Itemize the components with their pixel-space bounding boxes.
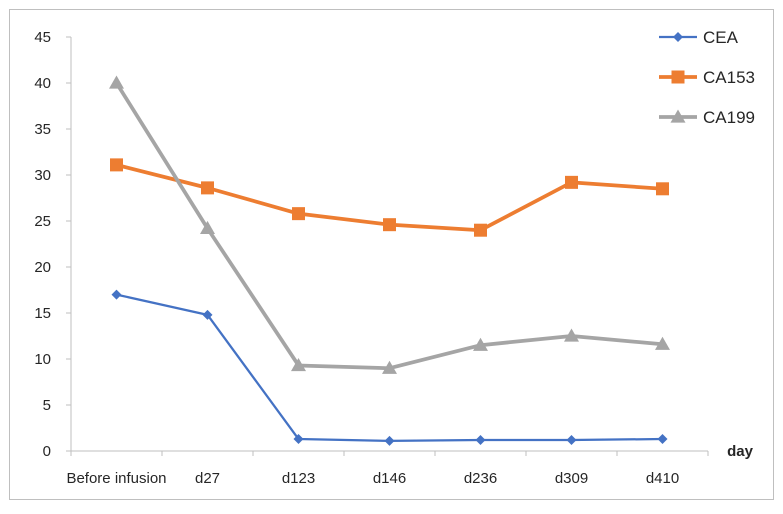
data-point <box>200 220 215 234</box>
data-point <box>202 309 213 320</box>
y-tick-label: 15 <box>34 305 51 322</box>
data-point <box>564 328 579 342</box>
x-tick-label: Before infusion <box>66 470 166 487</box>
legend-item-cea: CEA <box>659 28 739 47</box>
series-layer <box>109 75 670 446</box>
series-cea <box>111 289 668 446</box>
data-point <box>291 357 306 372</box>
data-point <box>382 360 397 374</box>
legend: CEA CA153 CA199 <box>659 28 755 127</box>
x-tick-label: d309 <box>555 470 588 487</box>
data-point <box>475 434 486 445</box>
x-axis-title: day <box>727 443 754 460</box>
legend-item-ca199: CA199 <box>659 108 755 127</box>
data-point <box>656 182 669 196</box>
y-tick-label: 20 <box>34 259 51 276</box>
data-point <box>565 175 578 189</box>
series-ca153 <box>110 158 669 237</box>
data-point <box>566 434 577 445</box>
legend-marker <box>673 32 683 42</box>
x-tick-label: d27 <box>195 470 220 487</box>
y-tick-label: 30 <box>34 167 51 184</box>
data-point <box>655 336 670 350</box>
x-tick-label: d146 <box>373 470 406 487</box>
legend-label: CA199 <box>703 108 755 127</box>
y-tick-label: 10 <box>34 351 51 368</box>
x-tick-label: d123 <box>282 470 315 487</box>
y-tick-label: 25 <box>34 213 51 230</box>
data-point <box>473 337 488 351</box>
data-point <box>201 181 214 195</box>
data-point <box>292 207 305 221</box>
data-point <box>111 289 122 300</box>
y-tick-label: 5 <box>43 397 51 414</box>
chart-border <box>9 9 774 500</box>
x-tick-label: d410 <box>646 470 679 487</box>
data-point <box>293 434 304 445</box>
data-point <box>657 434 668 445</box>
x-tick-label: d236 <box>464 470 497 487</box>
legend-marker <box>671 70 685 84</box>
y-tick-label: 35 <box>34 121 51 138</box>
y-tick-label: 0 <box>43 443 51 460</box>
data-point <box>474 223 487 237</box>
data-point <box>384 435 395 446</box>
legend-marker <box>670 109 686 123</box>
data-point <box>383 218 396 232</box>
y-tick-label: 45 <box>34 29 51 46</box>
legend-label: CA153 <box>703 68 755 87</box>
data-point <box>110 158 123 172</box>
axes: 0 5 10 15 20 25 30 35 40 45 Before infusion d27 d123… <box>34 29 709 487</box>
legend-item-ca153: CA153 <box>659 68 755 87</box>
legend-label: CEA <box>703 28 739 47</box>
y-tick-label: 40 <box>34 75 51 92</box>
data-point <box>109 75 124 89</box>
series-ca199 <box>109 75 670 374</box>
